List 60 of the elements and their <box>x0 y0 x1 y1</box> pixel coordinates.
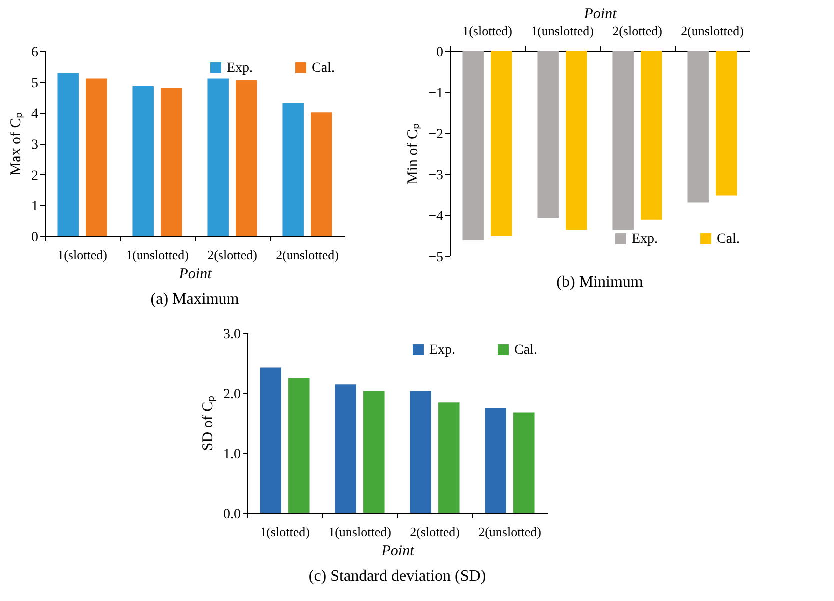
y-tick-label: 0.0 <box>224 508 241 522</box>
legend-label: Exp. <box>632 232 658 247</box>
y-tick-label: −2 <box>428 128 444 142</box>
bar <box>208 78 229 236</box>
y-tick-label: −3 <box>428 168 444 184</box>
y-tick-label: −5 <box>428 250 444 266</box>
bar <box>288 378 310 513</box>
bar <box>282 103 304 236</box>
bar <box>260 368 282 513</box>
x2-axis-title: Point <box>583 6 618 22</box>
bar <box>86 78 108 236</box>
x-axis-title: Point <box>178 266 213 282</box>
y-tick-label: −4 <box>428 210 444 224</box>
legend-label: Exp. <box>227 61 254 76</box>
bar <box>485 408 506 513</box>
legend-label: Cal. <box>514 343 538 358</box>
y-tick-label: 6 <box>32 46 38 60</box>
x-tick-label: 1(slotted) <box>462 24 512 38</box>
bar <box>236 80 258 236</box>
y-tick-label: 1.0 <box>224 448 241 462</box>
x-tick-label: 1(slotted) <box>58 248 108 262</box>
x-tick-label: 2(slotted) <box>410 524 460 540</box>
legend-label: Exp. <box>430 343 456 358</box>
x-tick-label: 2(unslotted) <box>276 248 339 262</box>
y-tick-label: −1 <box>428 86 444 102</box>
x-tick-label: 2(unslotted) <box>478 524 542 540</box>
bar <box>514 412 535 513</box>
bar <box>410 391 432 513</box>
x-tick-label: 2(unslotted) <box>681 24 744 38</box>
y-axis-title: SD of Cₚ <box>200 396 216 452</box>
x-tick-label: 1(unslotted) <box>126 248 189 262</box>
text: (a) Maximum <box>150 291 240 308</box>
bar <box>161 88 182 236</box>
text: (c) Standard deviation (SD) <box>308 568 486 585</box>
bar <box>311 112 332 236</box>
x-tick-label: 2(slotted) <box>612 24 662 38</box>
y-axis-title: Max of Cₚ <box>8 112 24 176</box>
y-tick-label: 2.0 <box>224 388 241 402</box>
bar <box>132 86 154 236</box>
bar <box>438 402 460 513</box>
y-tick-label: 0 <box>32 230 38 246</box>
y-tick-label: 2 <box>32 168 38 184</box>
bar <box>58 73 79 236</box>
x-tick-label: 1(unslotted) <box>531 24 594 38</box>
x-axis-title: Point <box>380 544 416 560</box>
y-axis-title: Min of Cₚ <box>406 123 422 185</box>
bar <box>335 384 356 513</box>
y-tick-label: 0 <box>436 46 444 60</box>
legend-label: Cal. <box>717 232 740 247</box>
bar <box>364 391 385 513</box>
y-tick-label: 1 <box>32 200 38 215</box>
y-tick-label: 5 <box>32 76 38 92</box>
x-tick-label: 1(unslotted) <box>328 524 392 540</box>
y-tick-label: 3 <box>32 138 38 153</box>
legend-label: Cal. <box>312 61 335 76</box>
text: (b) Minimum <box>556 274 644 291</box>
x-tick-label: 2(slotted) <box>208 248 258 262</box>
x-tick-label: 1(slotted) <box>260 524 310 540</box>
y-tick-label: 4 <box>32 107 38 122</box>
y-tick-label: 3.0 <box>224 328 241 342</box>
